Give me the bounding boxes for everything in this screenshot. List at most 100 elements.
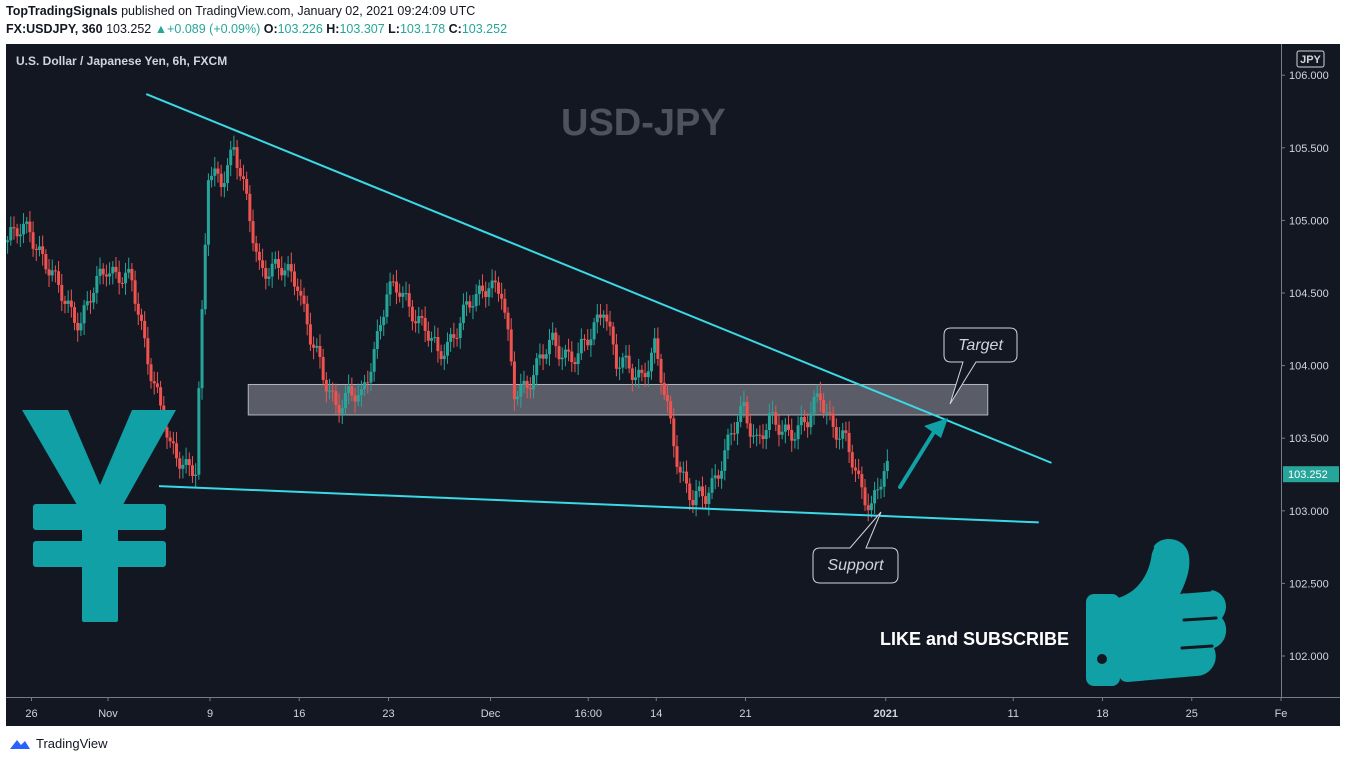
candle xyxy=(92,287,96,310)
candle xyxy=(512,351,516,411)
candle xyxy=(347,374,351,405)
price-axis[interactable] xyxy=(1282,44,1340,698)
candle xyxy=(273,251,277,270)
candle xyxy=(484,281,488,308)
candle xyxy=(69,289,73,318)
candle xyxy=(210,166,214,188)
candle xyxy=(611,322,615,355)
candle xyxy=(796,416,800,450)
candle xyxy=(82,299,86,335)
resistance-trendline[interactable] xyxy=(145,93,1052,464)
candle xyxy=(149,358,153,389)
candle xyxy=(758,425,762,445)
candle xyxy=(308,312,312,352)
candle xyxy=(547,328,551,366)
chart-title: U.S. Dollar / Japanese Yen, 6h, FXCM xyxy=(16,54,227,68)
candle xyxy=(200,300,204,400)
candle xyxy=(595,303,599,334)
candle xyxy=(516,391,520,406)
tradingview-footer[interactable]: TradingView xyxy=(8,736,108,751)
candle xyxy=(120,277,124,289)
x-tick-label: 23 xyxy=(382,708,394,720)
change-text: +0.089 (+0.09%) xyxy=(167,22,261,36)
candle xyxy=(449,327,453,352)
candle xyxy=(168,431,172,448)
candle xyxy=(621,352,625,374)
resistance-zone[interactable] xyxy=(247,383,989,416)
x-tick-label: Fe xyxy=(1275,708,1288,720)
candle xyxy=(525,375,529,399)
candle xyxy=(388,272,392,306)
candle xyxy=(328,378,332,400)
candle xyxy=(251,209,255,252)
y-tick-label: 104.000 xyxy=(1289,361,1329,373)
candle xyxy=(88,290,92,314)
candle xyxy=(12,216,16,240)
candle xyxy=(583,334,587,352)
low-label: L: xyxy=(388,22,400,36)
x-tick-label: 11 xyxy=(1008,708,1019,720)
support-trendline[interactable] xyxy=(158,485,1039,524)
candle xyxy=(806,413,810,438)
candle xyxy=(241,164,245,191)
candle xyxy=(873,481,877,514)
candle xyxy=(570,341,574,372)
candle xyxy=(34,244,38,262)
candle xyxy=(136,292,140,326)
candle xyxy=(404,281,408,301)
candle xyxy=(649,347,653,380)
last-price-text: 103.252 xyxy=(106,22,152,36)
candle xyxy=(25,216,29,234)
tradingview-logo-icon xyxy=(10,739,30,749)
candle xyxy=(614,333,618,377)
candle xyxy=(104,264,108,287)
publisher-name[interactable]: TopTradingSignals xyxy=(6,4,118,18)
candle xyxy=(831,406,835,438)
candle xyxy=(423,306,427,343)
candle xyxy=(688,478,692,511)
candle xyxy=(841,423,845,449)
candle xyxy=(557,335,561,367)
open-label: O: xyxy=(263,22,278,36)
candle xyxy=(742,390,746,418)
candle xyxy=(366,370,370,394)
candle xyxy=(783,417,787,444)
candle xyxy=(634,366,638,387)
candle xyxy=(41,235,45,266)
candle xyxy=(799,405,803,435)
candle xyxy=(47,258,51,287)
candle xyxy=(85,291,89,311)
x-tick-label: 26 xyxy=(25,708,37,720)
candle xyxy=(108,262,112,285)
candle xyxy=(15,223,19,244)
candle xyxy=(646,360,650,387)
currency-badge[interactable]: JPY xyxy=(1296,50,1325,68)
candle xyxy=(44,249,48,274)
candle xyxy=(238,159,242,181)
candle xyxy=(442,344,446,371)
candle xyxy=(299,279,303,306)
candle xyxy=(57,261,61,293)
candle xyxy=(643,362,647,387)
candle xyxy=(283,262,287,287)
candle xyxy=(375,319,379,359)
candle xyxy=(184,447,188,474)
candle xyxy=(669,396,673,424)
y-tick-label: 105.500 xyxy=(1289,143,1329,155)
candle xyxy=(704,484,708,509)
candle xyxy=(73,301,77,331)
candle xyxy=(589,328,593,357)
up-triangle-icon: ▲ xyxy=(154,22,168,36)
candle xyxy=(716,469,720,487)
candle xyxy=(203,233,207,315)
candle xyxy=(598,303,602,326)
candle xyxy=(178,451,182,479)
candle xyxy=(219,164,223,197)
candle xyxy=(665,383,669,413)
candle xyxy=(681,461,685,482)
candle xyxy=(563,344,567,367)
candle xyxy=(487,282,491,306)
candle xyxy=(761,424,765,449)
candle xyxy=(455,328,459,347)
